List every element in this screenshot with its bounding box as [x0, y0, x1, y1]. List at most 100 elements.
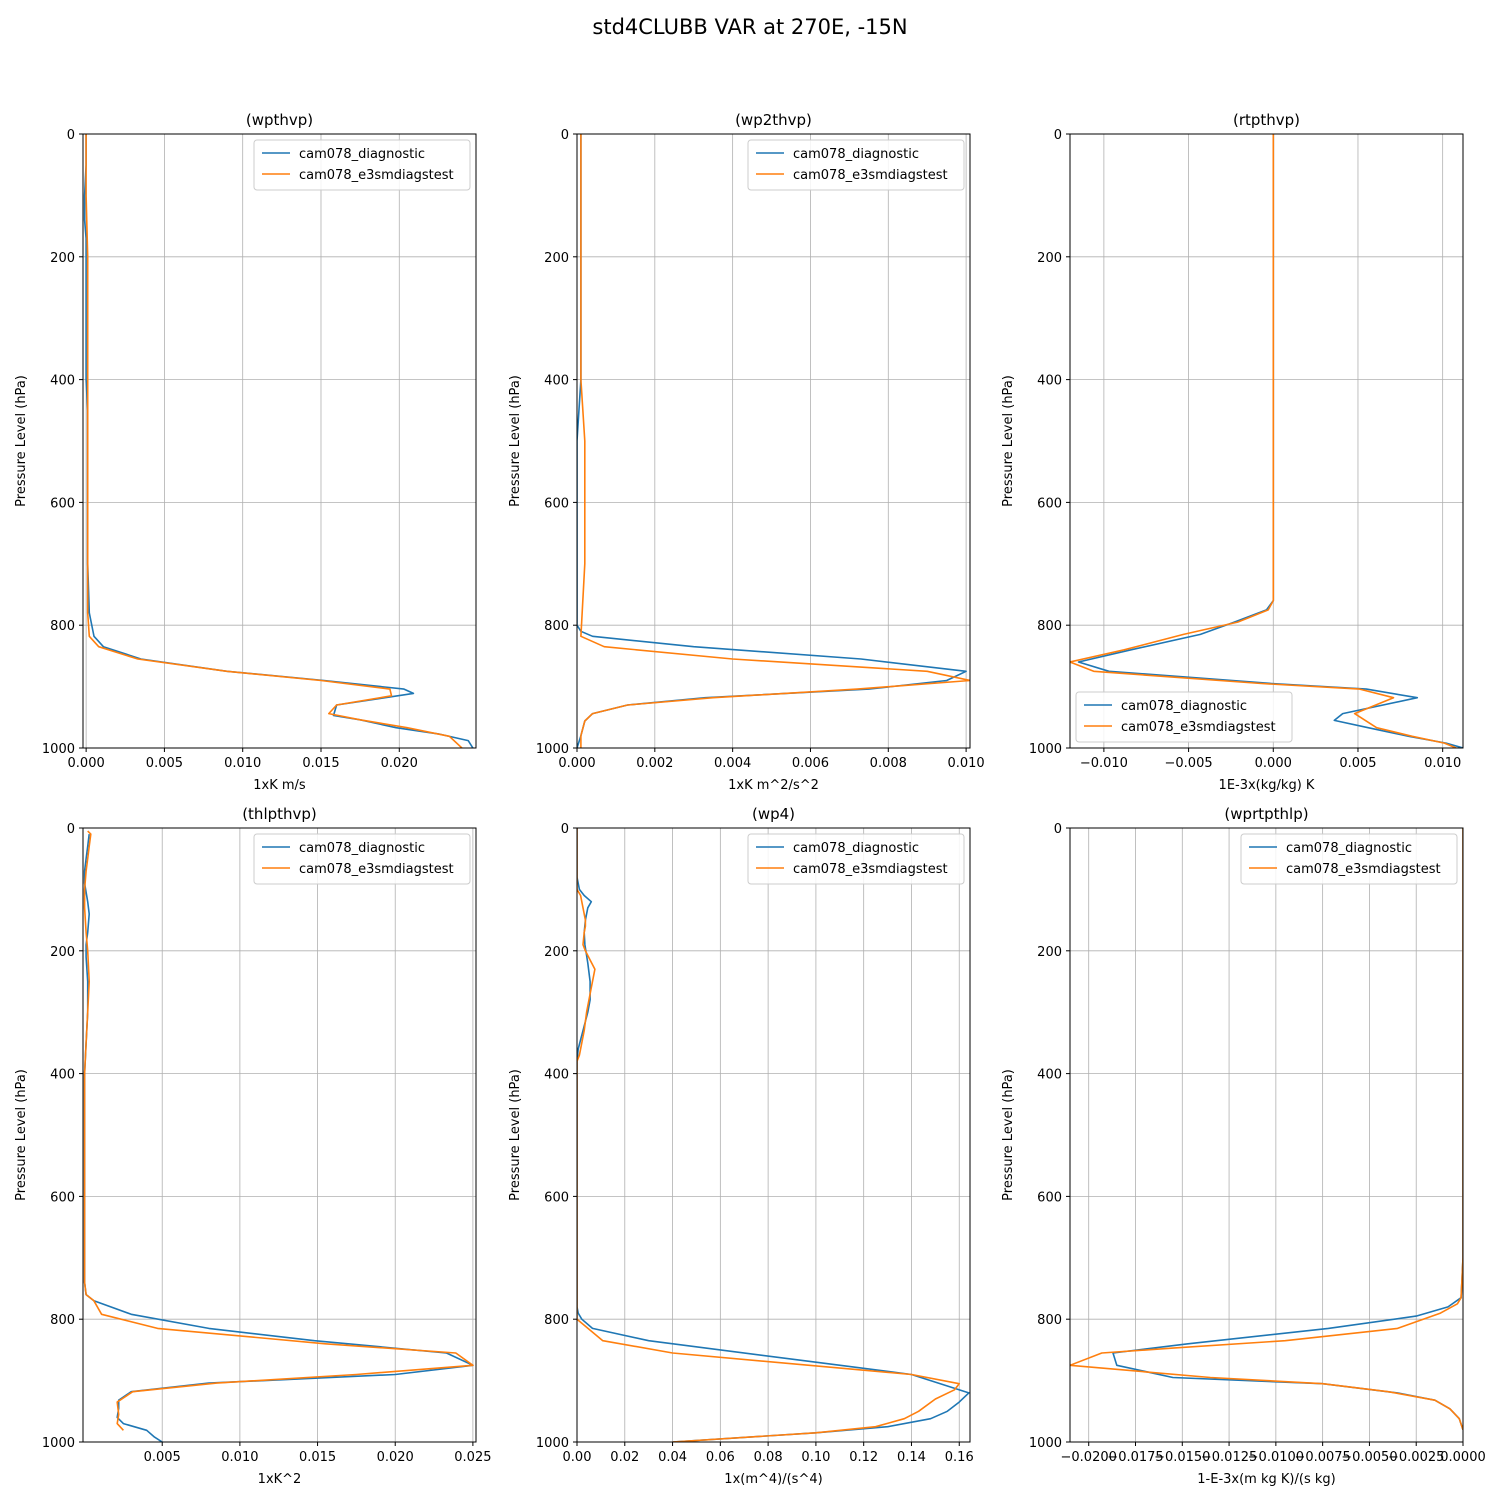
series-line-cam078_diagnostic	[1112, 828, 1463, 1430]
series-line-cam078_e3smdiagstest	[1070, 134, 1457, 748]
y-axis-label: Pressure Level (hPa)	[1001, 375, 1016, 507]
subplot-title: (wpthvp)	[246, 111, 313, 129]
legend-label: cam078_diagnostic	[1286, 841, 1412, 856]
x-tick-label: 0.0000	[1440, 1450, 1486, 1465]
y-tick-label: 1000	[536, 742, 569, 757]
x-tick-label: 0.14	[897, 1450, 926, 1465]
x-axis-label: 1x(m^4)/(s^4)	[724, 1472, 822, 1487]
y-tick-label: 1000	[1029, 742, 1062, 757]
y-tick-label: 400	[544, 1068, 569, 1083]
legend-label: cam078_diagnostic	[793, 147, 919, 162]
x-tick-label: 0.02	[610, 1450, 639, 1465]
x-tick-label: 0.010	[221, 1450, 258, 1465]
series-line-cam078_e3smdiagstest	[580, 134, 970, 748]
series-line-cam078_diagnostic	[577, 828, 970, 1442]
y-tick-label: 200	[1037, 945, 1062, 960]
y-tick-label: 600	[1037, 496, 1062, 511]
subplot-6: −0.0200−0.0175−0.0150−0.0125−0.0100−0.00…	[1001, 805, 1486, 1487]
series-line-cam078_diagnostic	[577, 134, 967, 748]
y-tick-label: 200	[544, 251, 569, 266]
y-tick-label: 600	[544, 1190, 569, 1205]
plot-frame	[576, 827, 971, 1443]
y-tick-label: 800	[544, 619, 569, 634]
x-tick-label: 0.06	[706, 1450, 735, 1465]
legend-label: cam078_e3smdiagstest	[299, 862, 454, 877]
y-tick-label: 200	[1037, 251, 1062, 266]
x-tick-label: 0.000	[68, 756, 105, 771]
subplot-title: (rtpthvp)	[1233, 111, 1300, 129]
y-tick-label: 0	[67, 128, 75, 143]
x-tick-label: −0.0200	[1061, 1450, 1117, 1465]
x-tick-label: 0.010	[947, 756, 984, 771]
y-tick-label: 800	[50, 619, 75, 634]
y-tick-label: 600	[50, 496, 75, 511]
y-tick-label: 0	[561, 822, 569, 837]
legend-box	[1240, 833, 1458, 885]
legend: cam078_diagnostic cam078_e3smdiagstest	[747, 139, 965, 191]
y-axis-label: Pressure Level (hPa)	[508, 375, 523, 507]
series-line-cam078_e3smdiagstest	[83, 830, 474, 1431]
legend-label: cam078_e3smdiagstest	[1121, 720, 1276, 735]
plot-frame	[576, 133, 971, 749]
x-tick-label: 0.008	[870, 756, 907, 771]
plot-frame	[1069, 133, 1464, 749]
subplot-4: 0.005 0.010 0.015 0.020 0.025 0 200 400 600 800 10…	[14, 805, 492, 1487]
y-tick-label: 400	[50, 374, 75, 389]
y-tick-label: 0	[561, 128, 569, 143]
y-tick-label: 0	[1054, 128, 1062, 143]
y-tick-label: 400	[50, 1068, 75, 1083]
series-line-cam078_e3smdiagstest	[85, 134, 463, 748]
subplot-title: (thlpthvp)	[242, 805, 317, 823]
x-tick-label: 0.020	[377, 1450, 414, 1465]
y-tick-label: 600	[1037, 1190, 1062, 1205]
x-tick-label: 0.10	[801, 1450, 830, 1465]
x-tick-label: −0.010	[1080, 756, 1128, 771]
y-tick-label: 800	[50, 1313, 75, 1328]
y-axis-label: Pressure Level (hPa)	[14, 375, 29, 507]
series-line-cam078_e3smdiagstest	[1070, 828, 1463, 1430]
subplot-title: (wprtpthlp)	[1224, 805, 1308, 823]
x-axis-label: 1-E-3x(m kg K)/(s kg)	[1197, 1472, 1335, 1487]
x-tick-label: −0.0150	[1154, 1450, 1210, 1465]
y-tick-label: 400	[544, 374, 569, 389]
y-tick-label: 800	[1037, 619, 1062, 634]
subplot-title: (wp2thvp)	[735, 111, 812, 129]
legend-label: cam078_diagnostic	[793, 841, 919, 856]
plot-frame	[82, 827, 477, 1443]
x-tick-label: 0.16	[945, 1450, 974, 1465]
series-line-cam078_diagnostic	[83, 134, 474, 748]
y-tick-label: 0	[1054, 822, 1062, 837]
x-tick-label: 0.04	[658, 1450, 687, 1465]
x-tick-label: 0.005	[146, 756, 183, 771]
x-tick-label: 0.015	[302, 756, 339, 771]
series-line-cam078_diagnostic	[1077, 134, 1463, 748]
x-tick-label: −0.0175	[1107, 1450, 1163, 1465]
y-tick-label: 800	[1037, 1313, 1062, 1328]
y-tick-label: 600	[544, 496, 569, 511]
x-tick-label: 0.006	[792, 756, 829, 771]
subplot-1: 0.000 0.005 0.010 0.015 0.020 0 200 400 600 800 10…	[14, 111, 477, 793]
legend-box	[1075, 691, 1293, 743]
x-tick-label: 0.00	[563, 1450, 592, 1465]
x-axis-label: 1xK^2	[258, 1472, 302, 1487]
legend-label: cam078_diagnostic	[299, 841, 425, 856]
y-tick-label: 200	[50, 945, 75, 960]
y-tick-label: 800	[544, 1313, 569, 1328]
y-axis-label: Pressure Level (hPa)	[508, 1069, 523, 1201]
x-tick-label: 0.005	[144, 1450, 181, 1465]
legend-box	[253, 139, 471, 191]
legend-box	[747, 833, 965, 885]
legend-box	[253, 833, 471, 885]
x-tick-label: 0.08	[754, 1450, 783, 1465]
x-tick-label: −0.0100	[1248, 1450, 1304, 1465]
y-tick-label: 1000	[1029, 1436, 1062, 1451]
legend-label: cam078_diagnostic	[299, 147, 425, 162]
x-axis-label: 1xK m^2/s^2	[728, 778, 819, 793]
x-tick-label: −0.0050	[1341, 1450, 1397, 1465]
y-tick-label: 600	[50, 1190, 75, 1205]
subplot-title: (wp4)	[752, 805, 795, 823]
legend-label: cam078_e3smdiagstest	[1286, 862, 1441, 877]
y-tick-label: 400	[1037, 374, 1062, 389]
x-tick-label: 0.010	[224, 756, 261, 771]
